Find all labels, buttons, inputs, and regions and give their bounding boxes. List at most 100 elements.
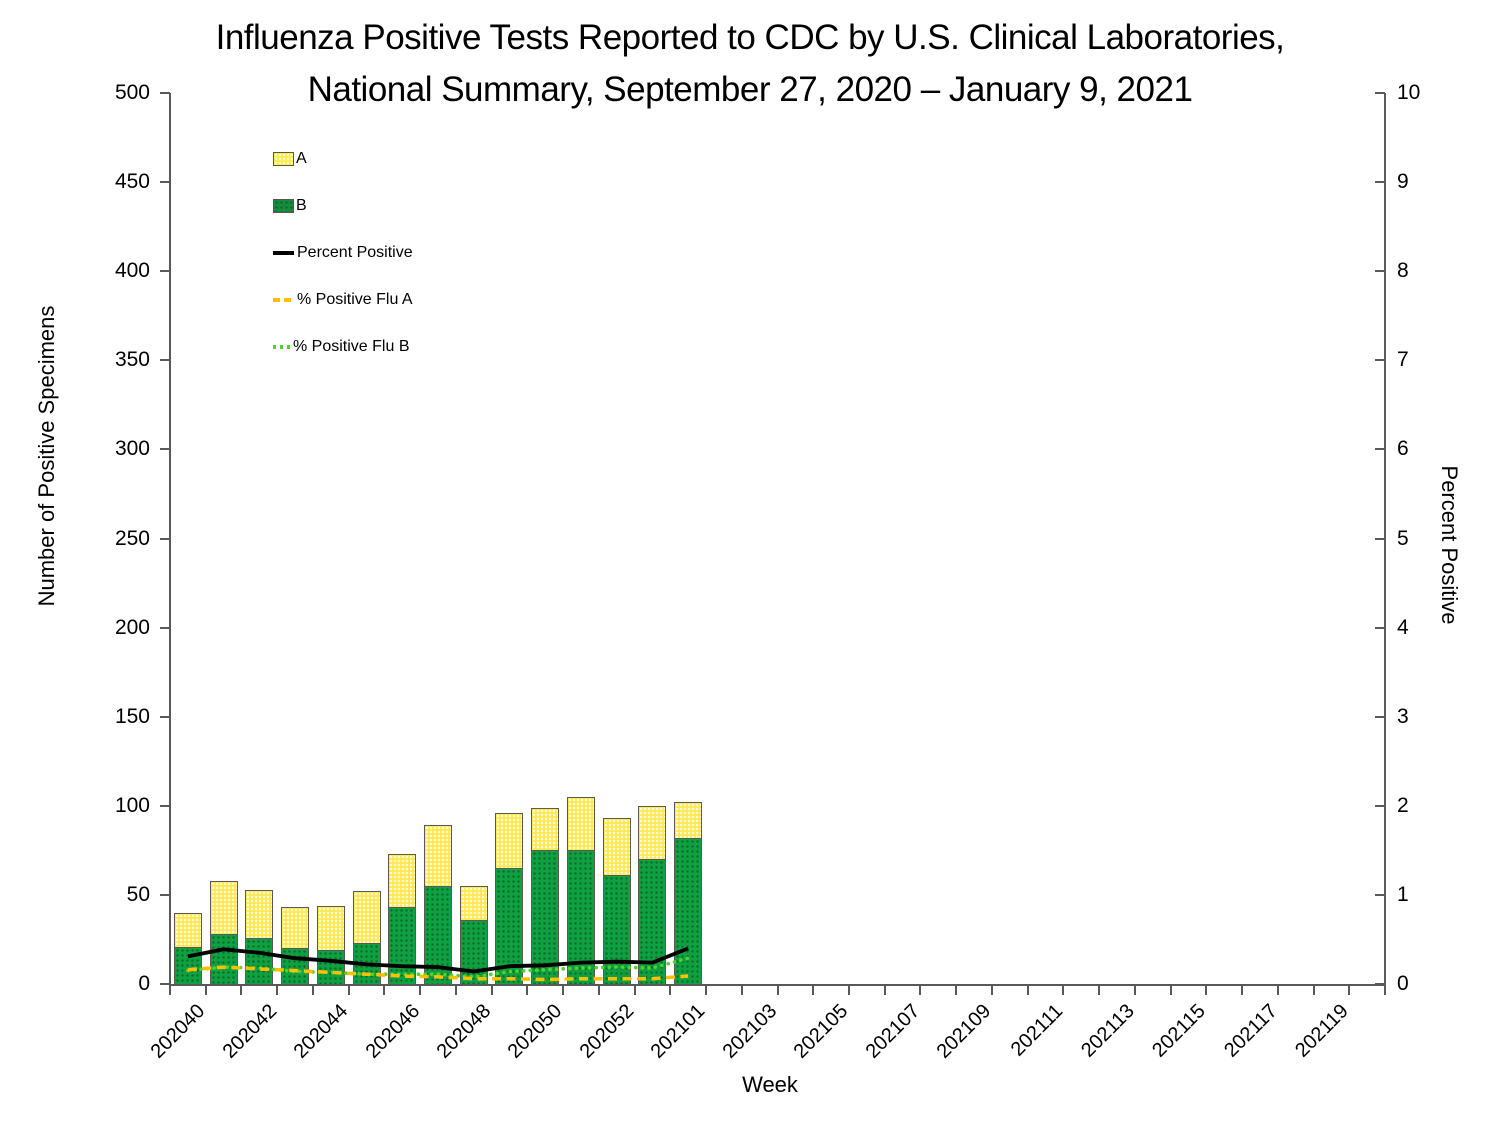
bar-flu-a — [638, 805, 667, 861]
x-axis-tick — [454, 986, 457, 995]
left-axis-tick — [160, 359, 170, 362]
legend-item-pct-flu-b: % Positive Flu B — [273, 338, 413, 355]
right-axis-tick — [1375, 181, 1385, 184]
x-axis-tick — [847, 986, 850, 995]
bar-flu-b — [173, 946, 202, 985]
dotted-line-swatch-icon — [273, 345, 290, 349]
x-axis-tick — [669, 986, 672, 995]
legend-label: % Positive Flu B — [293, 338, 410, 355]
right-axis-tick — [1375, 537, 1385, 540]
left-axis-tick — [160, 626, 170, 629]
right-axis-tick — [1375, 715, 1385, 718]
left-axis-title: Number of Positive Specimens — [34, 305, 59, 607]
left-axis-tick — [160, 270, 170, 273]
x-axis-tick — [1133, 986, 1136, 995]
bar-flu-b — [352, 943, 381, 985]
bar-flu-a — [245, 889, 274, 939]
flu-b-swatch-icon — [273, 199, 294, 213]
right-axis-tick-label: 4 — [1397, 615, 1409, 639]
left-axis-tick-label: 450 — [114, 170, 150, 194]
legend-item-percent-positive: Percent Positive — [273, 244, 413, 261]
x-axis-tick — [240, 986, 243, 995]
right-axis-tick — [1375, 92, 1385, 94]
x-axis-tick — [383, 986, 386, 995]
legend-label: Percent Positive — [297, 244, 413, 261]
bar-flu-a — [459, 885, 488, 921]
x-axis-tick — [276, 986, 279, 995]
legend-item-pct-flu-a: % Positive Flu A — [273, 291, 413, 308]
left-axis-tick-label: 500 — [114, 81, 150, 104]
bar-flu-b — [459, 919, 488, 985]
right-axis-tick-label: 9 — [1397, 170, 1409, 194]
x-axis-tick-label: 202048 — [432, 1000, 496, 1063]
legend: A B Percent Positive % Positive Flu A % … — [273, 150, 413, 355]
x-axis-tick — [526, 986, 529, 995]
bar-flu-a — [495, 812, 524, 870]
bar-flu-b — [638, 859, 667, 985]
right-axis-tick-label: 6 — [1397, 437, 1409, 461]
right-axis-tick — [1375, 626, 1385, 629]
x-axis-tick — [311, 986, 314, 995]
bar-flu-a — [566, 796, 595, 852]
legend-item-flu-a-bars: A — [273, 150, 413, 167]
x-axis-tick-label: 202111 — [1006, 1000, 1068, 1061]
left-axis-tick — [160, 715, 170, 718]
x-axis-tick — [1026, 986, 1029, 995]
left-axis-tick — [160, 181, 170, 184]
bar-flu-b — [316, 950, 345, 985]
right-axis-tick — [1375, 804, 1385, 807]
x-axis-tick — [204, 986, 207, 995]
chart-title-line2: National Summary, September 27, 2020 – J… — [307, 70, 1193, 109]
x-axis-tick — [1384, 986, 1386, 995]
x-axis-tick — [562, 986, 565, 995]
bar-flu-a — [388, 853, 417, 909]
bar-flu-b — [281, 948, 310, 985]
left-axis-tick — [160, 92, 170, 94]
right-axis-tick — [1375, 270, 1385, 273]
bar-flu-b — [424, 885, 452, 985]
left-axis-tick — [160, 537, 170, 540]
x-axis-tick-label: 202119 — [1291, 1000, 1353, 1062]
x-axis-tick-label: 202105 — [789, 1000, 853, 1063]
right-axis-tick-label: 8 — [1397, 259, 1409, 283]
bar-flu-a — [281, 907, 310, 950]
right-axis-tick-label: 7 — [1397, 348, 1409, 372]
left-axis-tick-label: 250 — [114, 526, 150, 550]
flu-a-swatch-icon — [273, 152, 294, 166]
x-axis-tick-label: 202046 — [361, 1000, 424, 1063]
bar-flu-b — [245, 937, 274, 985]
legend-label: % Positive Flu A — [297, 291, 413, 308]
x-axis-tick-label: 202107 — [861, 1000, 925, 1063]
left-axis-tick — [160, 983, 170, 985]
chart-title-line1: Influenza Positive Tests Reported to CDC… — [215, 18, 1285, 57]
x-axis-tick — [776, 986, 779, 995]
left-axis-tick-label: 300 — [114, 437, 150, 461]
bar-flu-a — [674, 802, 703, 839]
right-axis-tick-label: 2 — [1397, 793, 1409, 817]
left-axis-tick-label: 100 — [114, 793, 150, 817]
x-axis-tick — [955, 986, 958, 995]
x-axis-tick-label: 202115 — [1148, 1000, 1211, 1062]
bar-flu-b — [531, 850, 560, 985]
x-axis-tick — [1205, 986, 1208, 995]
right-axis-tick-label: 0 — [1397, 972, 1409, 995]
x-axis-tick-label: 202101 — [646, 1000, 710, 1063]
x-axis-tick — [347, 986, 350, 995]
bar-flu-b — [209, 934, 238, 985]
x-axis-tick-label: 202050 — [504, 1000, 567, 1063]
legend-item-flu-b-bars: B — [273, 197, 413, 214]
x-axis-tick — [1062, 986, 1065, 995]
chart-title: Influenza Positive Tests Reported to CDC… — [0, 12, 1500, 116]
x-axis-tick — [1098, 986, 1101, 995]
right-axis-tick-label: 3 — [1397, 704, 1409, 728]
x-axis-tick — [597, 986, 600, 995]
x-axis-tick — [490, 986, 493, 995]
x-axis-tick — [812, 986, 815, 995]
left-axis-tick-label: 200 — [114, 615, 150, 639]
dashed-line-swatch-icon — [273, 298, 294, 302]
solid-line-swatch-icon — [273, 251, 294, 255]
bar-flu-b — [674, 837, 703, 985]
bar-flu-a — [602, 818, 631, 877]
x-axis-tick — [919, 986, 922, 995]
